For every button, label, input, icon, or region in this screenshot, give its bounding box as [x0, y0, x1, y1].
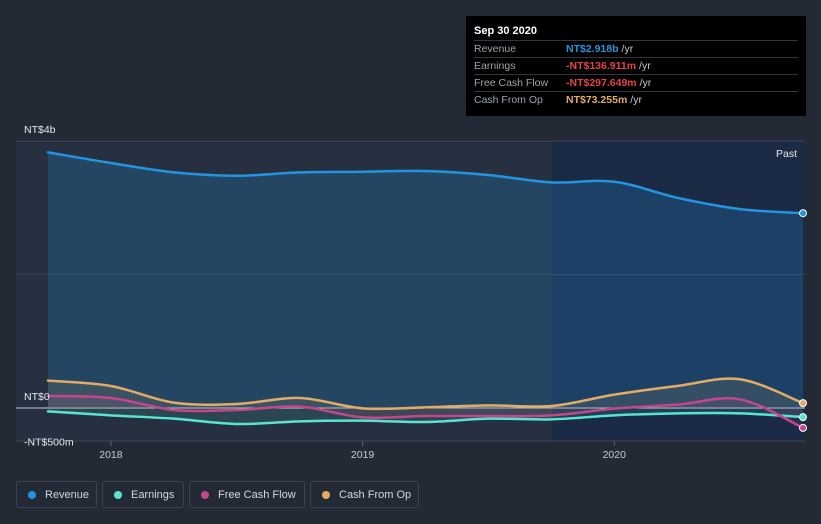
- tooltip-row-free-cash-flow: Free Cash Flow -NT$297.649m /yr: [474, 74, 798, 91]
- tooltip-panel: Sep 30 2020 Revenue NT$2.918b /yr Earnin…: [466, 16, 806, 116]
- tooltip-row-cash-from-op: Cash From Op NT$73.255m /yr: [474, 91, 798, 108]
- y-tick-label: NT$0: [24, 391, 50, 403]
- series-end-point-free-cash-flow: [799, 423, 807, 432]
- series-end-point-revenue: [799, 209, 807, 218]
- series-end-point-earnings: [799, 413, 807, 422]
- series-end-point-cash-from-op: [799, 399, 807, 408]
- series-line-revenue: [46, 151, 805, 215]
- series-area-cash-from-op: [48, 378, 803, 409]
- tooltip-unit: /yr: [639, 60, 651, 72]
- legend-dot-icon: [114, 490, 122, 499]
- tooltip-unit: /yr: [630, 94, 642, 106]
- series-line-cash-from-op: [46, 377, 805, 411]
- y-tick-label: -NT$500m: [24, 436, 74, 448]
- tooltip-row-earnings: Earnings -NT$136.911m /yr: [474, 57, 798, 74]
- tooltip-value: NT$2.918b: [566, 43, 619, 55]
- plot-shade-left: [16, 141, 552, 441]
- tooltip-date: Sep 30 2020: [474, 25, 537, 37]
- tooltip-unit: /yr: [621, 43, 634, 55]
- series-area-free-cash-flow: [48, 395, 803, 428]
- x-tick-label: 2018: [99, 449, 123, 461]
- x-tick-label: 2019: [351, 449, 375, 461]
- legend-item-revenue[interactable]: Revenue: [16, 481, 97, 508]
- legend-label: Earnings: [131, 488, 175, 501]
- legend-label: Cash From Op: [339, 488, 412, 501]
- past-label: Past: [776, 148, 797, 160]
- legend-dot-icon: [28, 490, 36, 499]
- tooltip-value: NT$73.255m: [566, 94, 628, 106]
- tooltip-label: Revenue: [474, 43, 517, 55]
- tooltip-unit: /yr: [639, 77, 652, 89]
- tooltip-label: Earnings: [474, 60, 516, 72]
- series-area-revenue: [48, 152, 803, 408]
- legend-item-cash-from-op[interactable]: Cash From Op: [310, 481, 419, 508]
- legend-label: Free Cash Flow: [218, 488, 296, 501]
- y-tick-label: NT$4b: [24, 124, 56, 136]
- legend-dot-icon: [322, 490, 330, 499]
- legend-label: Revenue: [45, 488, 90, 501]
- series-line-free-cash-flow: [46, 394, 805, 430]
- legend-item-earnings[interactable]: Earnings: [102, 481, 184, 508]
- tooltip-value: -NT$136.911m: [566, 60, 637, 72]
- tooltip-value: -NT$297.649m: [566, 77, 637, 89]
- legend-dot-icon: [201, 490, 209, 499]
- plot-shade-right: [552, 141, 805, 441]
- tooltip-label: Free Cash Flow: [474, 77, 549, 89]
- tooltip-label: Cash From Op: [474, 94, 543, 106]
- tooltip-row-revenue: Revenue NT$2.918b /yr: [474, 40, 798, 57]
- legend-item-free-cash-flow[interactable]: Free Cash Flow: [189, 481, 305, 508]
- x-tick-label: 2020: [603, 449, 627, 461]
- series-line-earnings: [46, 410, 805, 426]
